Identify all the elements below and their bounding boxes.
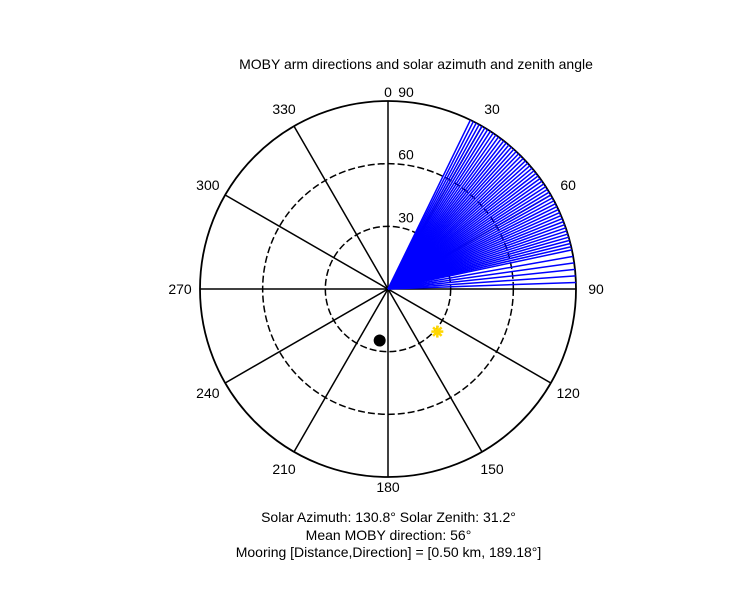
angle-tick-label: 0 [384, 84, 392, 100]
radial-tick-label: 90 [398, 84, 414, 100]
angle-tick-label: 330 [272, 101, 296, 117]
arm-direction-line [387, 268, 576, 290]
radial-tick-label: 30 [398, 209, 414, 225]
arm-direction-line [387, 281, 576, 290]
angle-tick-label: 120 [556, 385, 580, 401]
angle-tick-label: 240 [196, 385, 220, 401]
arm-direction-line [387, 249, 573, 290]
caption-solar: Solar Azimuth: 130.8° Solar Zenith: 31.2… [261, 509, 516, 525]
arm-direction-line [387, 262, 575, 290]
angle-tick-label: 180 [376, 479, 400, 495]
angle-tick-label: 300 [196, 177, 220, 193]
mooring-marker [373, 334, 386, 347]
angle-tick-label: 210 [272, 461, 296, 477]
caption-mean-direction: Mean MOBY direction: 56° [305, 527, 472, 543]
sun-marker [431, 325, 444, 338]
tick-labels: 0 30 60 90 120 150 180 210 240 270 300 330 30 60 90 [168, 84, 604, 495]
outer-circle [199, 100, 577, 478]
angle-tick-label: 270 [168, 281, 192, 297]
radial-tick-label: 60 [398, 147, 414, 163]
angle-tick-label: 60 [560, 177, 576, 193]
arm-direction-line [387, 275, 576, 290]
radial-circle [261, 162, 515, 416]
markers [373, 325, 444, 347]
arm-direction-line [387, 255, 574, 290]
radial-circle [324, 225, 452, 353]
arm-directions [387, 119, 576, 290]
angle-tick-label: 90 [588, 281, 604, 297]
chart-title: MOBY arm directions and solar azimuth an… [239, 56, 593, 72]
angle-tick-label: 150 [480, 461, 504, 477]
angle-tick-label: 30 [484, 101, 500, 117]
caption-mooring: Mooring [Distance,Direction] = [0.50 km,… [235, 544, 542, 560]
